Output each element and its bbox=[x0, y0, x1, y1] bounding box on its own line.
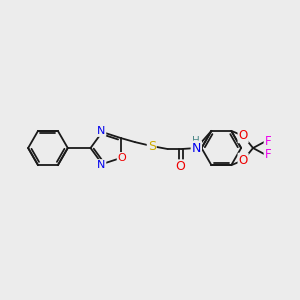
Text: O: O bbox=[176, 160, 185, 173]
Text: F: F bbox=[265, 135, 271, 148]
Text: O: O bbox=[238, 154, 248, 167]
Text: O: O bbox=[238, 129, 248, 142]
Text: N: N bbox=[97, 126, 105, 136]
Text: F: F bbox=[265, 148, 271, 161]
Text: O: O bbox=[118, 153, 126, 163]
Text: N: N bbox=[97, 160, 105, 170]
Text: S: S bbox=[148, 140, 156, 152]
Text: H: H bbox=[192, 136, 200, 146]
Text: N: N bbox=[192, 142, 201, 154]
